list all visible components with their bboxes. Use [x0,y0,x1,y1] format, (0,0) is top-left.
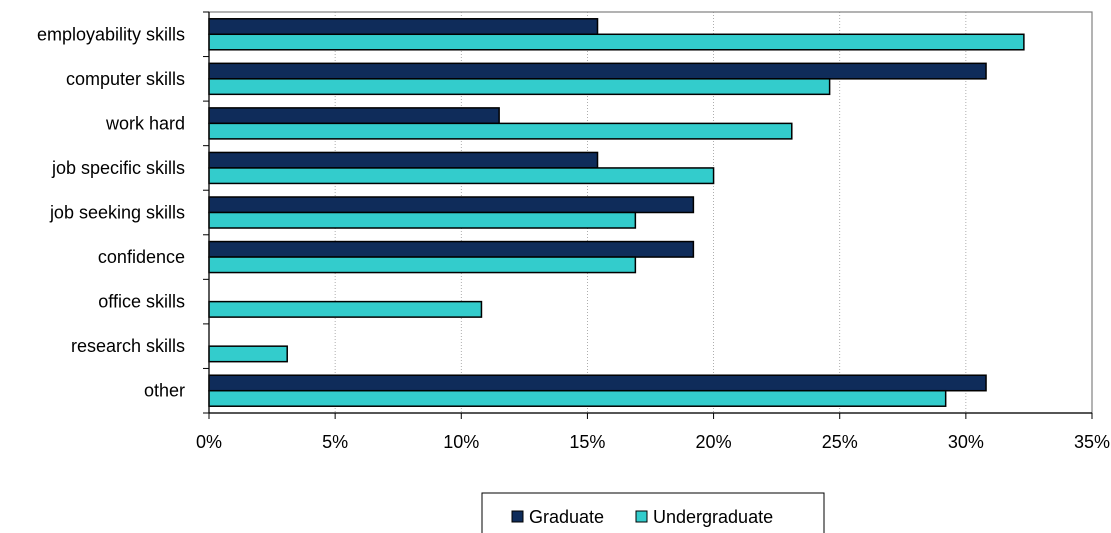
x-tick-label: 5% [322,432,348,452]
category-label: office skills [98,292,185,312]
x-tick-label: 35% [1074,432,1110,452]
category-label: confidence [98,247,185,267]
bar-undergraduate-employability-skills [208,33,1025,51]
x-tick-label: 20% [696,432,732,452]
x-tick-label: 25% [822,432,858,452]
category-labels: employability skills computer skills work … [37,24,185,400]
bar-graduate-employability-skills [208,18,599,36]
category-label: job specific skills [51,158,185,178]
category-label: research skills [71,336,185,356]
bar-graduate-computer-skills [208,62,987,80]
legend-box [481,492,825,533]
bar-undergraduate-work-hard [208,122,793,140]
bar-undergraduate-computer-skills [208,78,831,96]
x-tick-label: 10% [443,432,479,452]
x-axis-ticks: 0% 5% 10% 15% 20% 25% 30% 35% [196,11,1110,452]
x-tick-label: 15% [569,432,605,452]
x-tick-label: 30% [948,432,984,452]
category-label: job seeking skills [49,203,185,223]
bar-graduate-job-specific-skills [208,151,599,169]
category-label: employability skills [37,24,185,44]
legend-swatch-undergraduate [635,510,648,523]
x-tick-label: 0% [196,432,222,452]
legend: Graduate Undergraduate [481,492,825,533]
bar-undergraduate-office-skills [208,300,483,318]
plot-frame [208,11,1093,414]
bar-graduate-job-seeking-skills [208,196,695,214]
bar-undergraduate-other [208,389,947,407]
bar-graduate-confidence [208,240,695,258]
category-label: other [144,381,185,401]
category-label: work hard [105,113,185,133]
bars [208,18,1025,407]
category-label: computer skills [66,69,185,89]
bar-graduate-other [208,374,987,392]
legend-swatch-graduate [511,510,524,523]
bar-undergraduate-job-seeking-skills [208,211,637,229]
legend-label-undergraduate: Undergraduate [653,507,773,527]
bar-graduate-work-hard [208,107,500,125]
bar-undergraduate-research-skills [208,345,288,363]
bar-undergraduate-confidence [208,256,637,274]
bar-undergraduate-job-specific-skills [208,167,715,185]
legend-label-graduate: Graduate [529,507,604,527]
